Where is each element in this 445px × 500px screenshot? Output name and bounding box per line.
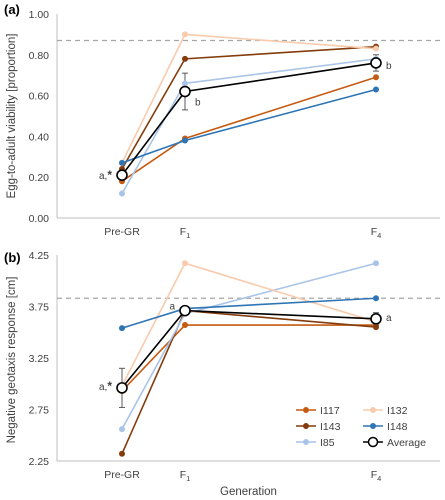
legend-swatch-marker [370,407,376,413]
data-point-i117 [182,322,188,329]
y-tick-label: 3.25 [29,353,50,365]
legend-label: I85 [320,437,335,449]
legend-swatch-marker [303,407,309,413]
y-tick-label: 0.40 [29,131,50,143]
legend-label: I132 [387,405,408,417]
x-tick-label: F1 [180,469,191,483]
data-point-average [116,382,128,394]
x-axis-title: Generation [220,486,277,498]
data-point-average [370,57,382,69]
x-tick-subscript: 4 [377,474,381,483]
data-point-i148 [182,137,188,144]
data-point-i117 [373,74,379,81]
x-tick-label: F4 [371,469,382,483]
y-tick-label: 2.25 [29,456,50,468]
data-point-i132 [182,31,188,38]
y-tick-label: 1.00 [29,9,50,21]
legend-swatch-marker [370,423,376,429]
data-point-average [179,304,191,317]
panel-b: (b) 2.25 2.75 3.25 3.75 4.25 Negative geotaxis… [4,250,440,498]
y-axis-title: Egg-to-adult viability [proportion] [6,34,18,199]
panel-label: (a) [4,2,20,17]
data-point-i85 [119,426,125,433]
significance-label: b [195,98,201,109]
legend-label: I143 [320,421,341,433]
legend-label: I148 [387,421,408,433]
series-line-average [121,62,377,176]
significance-label: a,* [99,168,112,182]
data-point-i143 [182,55,188,62]
data-point-i148 [119,159,125,166]
data-point-i132 [373,45,379,52]
y-tick-label: 0.80 [29,50,50,62]
data-point-i148 [373,295,379,302]
data-point-i148 [119,325,125,332]
data-point-i85 [119,190,125,197]
data-point-average [370,313,382,325]
x-tick-subscript: 1 [186,231,190,240]
legend-label: Average [387,437,426,449]
legend-swatch-marker [367,436,379,448]
x-tick-label: F4 [371,226,382,240]
significance-label: a [386,313,392,324]
y-tick-label: 0.00 [29,213,50,225]
y-tick-label: 0.60 [29,91,50,103]
significance-label: a,* [99,379,112,393]
panel-a: (a) 0.00 0.20 0.40 0.60 0.80 1.00 Egg-to-adult … [4,2,440,240]
legend-swatch-marker [303,423,309,429]
legend-swatch-marker [303,439,309,445]
y-tick-label: 3.75 [29,302,50,314]
data-point-i85 [182,80,188,87]
series-line-i117 [121,76,377,182]
x-tick-subscript: 1 [186,474,190,483]
series-line-i132 [121,33,377,164]
x-tick-label: Pre-GR [104,469,140,481]
data-point-i143 [373,324,379,331]
data-point-average [179,85,191,98]
x-tick-label: Pre-GR [104,226,140,238]
significance-label: b [386,61,392,72]
series-line-average [121,309,377,389]
series-line-i143 [121,45,377,170]
data-point-i148 [373,86,379,93]
y-tick-label: 2.75 [29,405,50,417]
significance-label: a [169,301,175,312]
data-point-i143 [119,450,125,457]
data-point-i132 [182,260,188,267]
data-point-i85 [373,260,379,267]
x-tick-label: F1 [180,226,191,240]
panel-label: (b) [4,250,21,265]
y-tick-label: 4.25 [29,250,50,262]
x-tick-subscript: 4 [377,231,381,240]
legend: I117 I143 I85 I132 I148 Average [296,405,426,449]
significance-star: * [107,168,112,182]
significance-star: * [107,379,112,393]
data-point-average [116,169,128,181]
y-axis-title: Negative geotaxis response [cm] [6,277,18,444]
legend-label: I117 [320,405,340,417]
y-tick-label: 0.20 [29,172,50,184]
series-line-i85 [121,58,377,194]
